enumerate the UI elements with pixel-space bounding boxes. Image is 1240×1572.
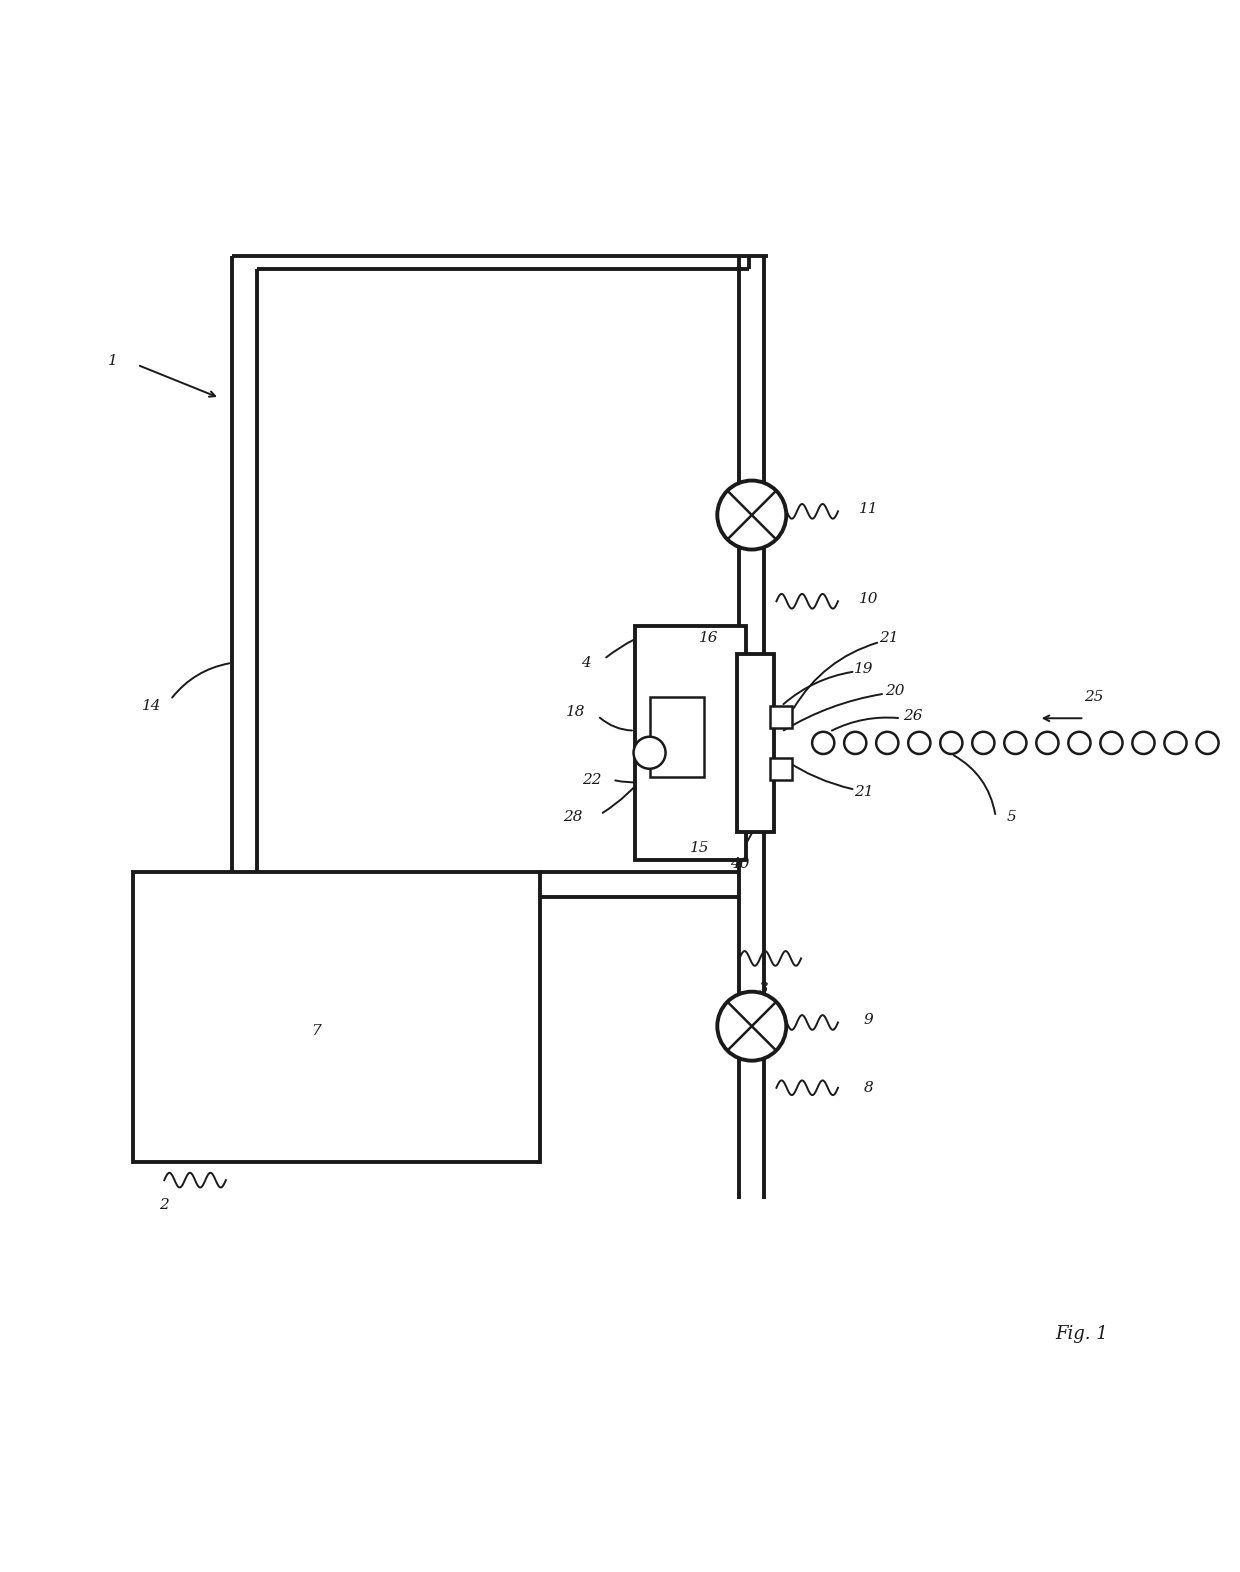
Text: 22: 22 (582, 773, 601, 788)
Circle shape (1069, 733, 1090, 755)
Bar (737, 654, 774, 832)
Circle shape (908, 733, 930, 755)
Circle shape (634, 737, 666, 769)
Text: 8: 8 (864, 1082, 874, 1094)
Circle shape (1100, 733, 1122, 755)
Bar (770, 706, 792, 728)
Text: 18: 18 (565, 706, 585, 718)
Text: 4: 4 (580, 656, 590, 670)
Text: 28: 28 (563, 810, 583, 824)
Circle shape (877, 733, 898, 755)
Bar (134, 872, 539, 1162)
Bar (635, 626, 745, 860)
Text: Fig. 1: Fig. 1 (1055, 1325, 1109, 1342)
Text: 5: 5 (1007, 810, 1017, 824)
Circle shape (1004, 733, 1027, 755)
Text: 20: 20 (885, 684, 904, 698)
Circle shape (717, 481, 786, 550)
Bar (650, 696, 704, 777)
Bar (770, 758, 792, 780)
Text: 25: 25 (1085, 690, 1104, 704)
Circle shape (940, 733, 962, 755)
Text: 2: 2 (160, 1198, 169, 1212)
Text: 19: 19 (854, 662, 874, 676)
Text: 21: 21 (879, 632, 898, 645)
Text: 16: 16 (699, 632, 718, 645)
Text: 21: 21 (854, 784, 874, 799)
Text: 1: 1 (108, 354, 118, 368)
Circle shape (972, 733, 994, 755)
Text: 40: 40 (729, 857, 749, 871)
Text: 7: 7 (311, 1025, 321, 1039)
Text: 26: 26 (904, 709, 923, 723)
Text: 14: 14 (143, 700, 161, 714)
Text: 11: 11 (859, 501, 879, 516)
Text: 3: 3 (759, 982, 769, 997)
Circle shape (1132, 733, 1154, 755)
Circle shape (1164, 733, 1187, 755)
Circle shape (844, 733, 867, 755)
Circle shape (1197, 733, 1219, 755)
Circle shape (812, 733, 835, 755)
Text: 9: 9 (864, 1012, 874, 1027)
Circle shape (1037, 733, 1059, 755)
Circle shape (717, 992, 786, 1061)
Text: 15: 15 (691, 841, 709, 855)
Text: 10: 10 (859, 591, 879, 605)
